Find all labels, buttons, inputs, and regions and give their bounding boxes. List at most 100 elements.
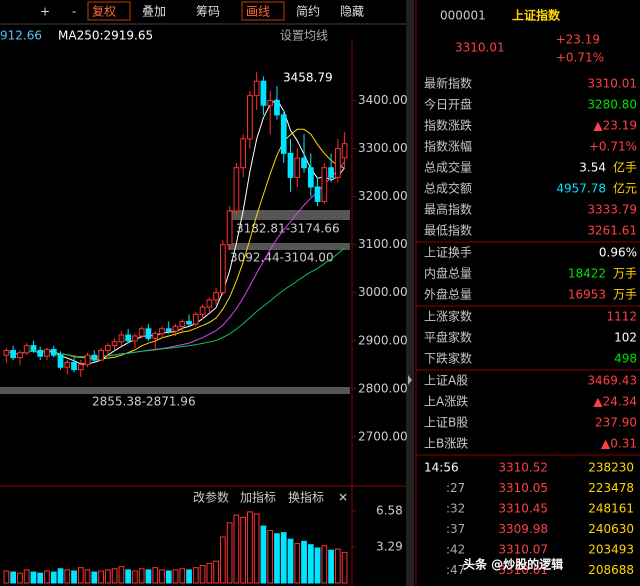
volume-bar bbox=[172, 569, 179, 584]
tick-volume: 203493 bbox=[588, 543, 634, 557]
tick-price: 3310.07 bbox=[498, 543, 548, 557]
indicator-button[interactable]: ✕ bbox=[338, 491, 348, 505]
volume-bar bbox=[84, 569, 91, 584]
candle-body bbox=[159, 328, 165, 335]
volume-bar bbox=[111, 568, 118, 584]
row-label: 上B涨跌 bbox=[424, 436, 468, 451]
candle-body bbox=[172, 325, 179, 332]
toolbar-button[interactable]: 复权 bbox=[92, 5, 116, 19]
row-value: ▲23.19 bbox=[593, 119, 637, 133]
row-label: 今日开盘 bbox=[424, 97, 472, 112]
volume-bar bbox=[253, 513, 260, 584]
volume-bar bbox=[17, 572, 23, 584]
indicator-button[interactable]: 加指标 bbox=[240, 490, 276, 505]
row-label: 上证换手 bbox=[424, 246, 472, 260]
vol-tick-label: 3.29 bbox=[376, 540, 403, 554]
candle-body bbox=[206, 299, 213, 308]
tick-time: :47 bbox=[446, 563, 465, 577]
volume-bar bbox=[341, 551, 348, 584]
candle-body bbox=[118, 334, 125, 343]
ma-settings[interactable]: 设置均线 bbox=[280, 29, 328, 43]
toolbar-button[interactable]: - bbox=[72, 5, 76, 19]
tick-time: :27 bbox=[446, 481, 465, 495]
zone-band bbox=[228, 243, 350, 250]
candle-body bbox=[301, 157, 307, 169]
volume-bar bbox=[307, 544, 314, 584]
candle-body bbox=[30, 345, 37, 351]
quote-price: 3310.01 bbox=[455, 41, 505, 55]
volume-bar bbox=[287, 538, 294, 584]
volume-bar bbox=[44, 570, 50, 584]
volume-bar bbox=[260, 525, 267, 584]
toolbar-button[interactable]: 隐藏 bbox=[340, 5, 364, 19]
toolbar-button[interactable]: 画线 bbox=[246, 5, 270, 19]
candle-body bbox=[111, 341, 118, 347]
row-value: 1112 bbox=[606, 310, 637, 324]
candle-body bbox=[219, 244, 226, 294]
candle-body bbox=[321, 167, 328, 202]
toolbar-button-box bbox=[241, 1, 285, 21]
volume-bar bbox=[23, 569, 30, 584]
toolbar-button[interactable]: 简约 bbox=[296, 4, 320, 19]
vol-tick-label: 6.58 bbox=[376, 504, 403, 518]
indicator-button[interactable]: 换指标 bbox=[288, 490, 324, 505]
y-tick-label: 3200.00 bbox=[358, 189, 408, 203]
toolbar-button[interactable]: + bbox=[40, 5, 50, 19]
candle-body bbox=[3, 349, 10, 356]
tick-volume: 240630 bbox=[588, 522, 634, 536]
candle-body bbox=[138, 328, 145, 337]
tick-volume: 238230 bbox=[588, 461, 634, 475]
row-value: ▲24.34 bbox=[593, 395, 637, 409]
row-value: 3280.80 bbox=[587, 98, 637, 112]
indicator-button[interactable]: 改参数 bbox=[193, 490, 229, 505]
candle-body bbox=[280, 114, 287, 154]
quote-code: 000001 bbox=[440, 9, 486, 23]
candle-body bbox=[334, 148, 341, 178]
splitter[interactable] bbox=[406, 0, 414, 586]
tick-time: :42 bbox=[446, 543, 465, 557]
tick-price: 3309.98 bbox=[498, 522, 548, 536]
candle-body bbox=[179, 321, 186, 327]
tick-volume: 208688 bbox=[588, 563, 634, 577]
toolbar-button[interactable]: 叠加 bbox=[142, 5, 166, 19]
toolbar-button[interactable]: 筹码 bbox=[196, 5, 220, 19]
row-label: 上证B股 bbox=[424, 416, 468, 430]
row-label: 总成交额 bbox=[424, 181, 472, 196]
candle-body bbox=[104, 345, 111, 351]
volume-bar bbox=[334, 548, 341, 584]
volume-bar bbox=[206, 562, 213, 584]
volume-bar bbox=[165, 570, 172, 584]
zone-label: 3182.81-3174.66 bbox=[236, 222, 340, 236]
row-value: 498 bbox=[614, 352, 637, 366]
volume-bar bbox=[152, 567, 159, 584]
volume-bar bbox=[10, 571, 17, 584]
volume-bar bbox=[57, 568, 64, 584]
y-tick-label: 3100.00 bbox=[358, 237, 408, 251]
tick-volume: 223478 bbox=[588, 481, 634, 495]
volume-bar bbox=[267, 529, 274, 584]
volume-bar bbox=[226, 522, 233, 584]
row-value: 3261.61 bbox=[587, 224, 637, 238]
volume-bar bbox=[274, 533, 280, 584]
y-tick-label: 3300.00 bbox=[358, 141, 408, 155]
zone-label: 3092.44-3104.00 bbox=[230, 251, 334, 265]
row-value: ▲0.31 bbox=[601, 437, 637, 451]
candle-body bbox=[44, 348, 50, 357]
volume-bar bbox=[321, 545, 328, 584]
candle-body bbox=[341, 143, 348, 159]
volume-bar bbox=[219, 536, 226, 584]
volume-bar bbox=[199, 564, 206, 584]
row-unit: 万手 bbox=[613, 288, 637, 302]
volume-bar bbox=[294, 543, 301, 584]
ma-legend: MA250:2919.65 bbox=[58, 29, 153, 43]
row-label: 指数涨幅 bbox=[424, 139, 472, 154]
tick-price: 3310.45 bbox=[498, 502, 548, 516]
tick-volume: 248161 bbox=[588, 502, 634, 516]
row-label: 内盘总量 bbox=[424, 266, 472, 281]
y-tick-label: 3000.00 bbox=[358, 285, 408, 299]
zone-band bbox=[0, 387, 350, 394]
row-label: 上A涨跌 bbox=[424, 394, 468, 409]
volume-bar bbox=[192, 567, 199, 584]
